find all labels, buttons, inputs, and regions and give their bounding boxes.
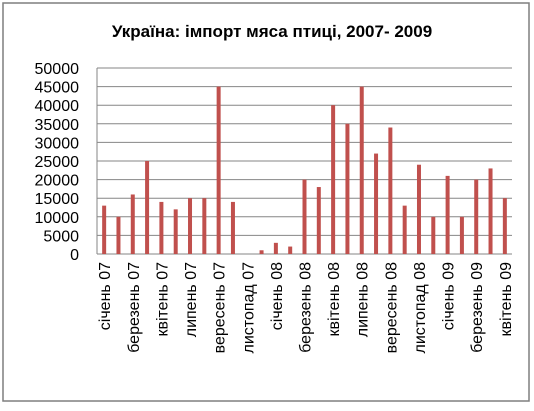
bar (159, 201, 164, 254)
bar (216, 86, 221, 254)
bar (102, 205, 107, 254)
x-tick-label: січень 09 (441, 262, 458, 330)
bar (316, 187, 321, 254)
x-tick-label: листопад 07 (240, 262, 257, 354)
chart-border (2, 2, 530, 402)
x-tick-label: січень 08 (269, 262, 286, 330)
x-tick-label: липень 08 (355, 262, 372, 337)
bar (459, 216, 464, 254)
bar (130, 194, 135, 254)
x-tick-label: липень 07 (183, 262, 200, 337)
y-tick-label: 25000 (35, 154, 80, 171)
y-tick-label: 0 (70, 247, 79, 264)
x-tick-label: квітень 09 (498, 262, 515, 337)
bar (188, 198, 193, 254)
x-tick-label: січень 07 (97, 262, 114, 330)
bar (145, 161, 150, 254)
bar (331, 105, 336, 254)
x-tick-label: вересень 08 (383, 262, 400, 353)
bar (273, 242, 278, 254)
chart-title: Україна: імпорт мяса птиці, 2007- 2009 (112, 22, 432, 41)
bar (488, 168, 493, 254)
x-tick-label: березень 08 (298, 262, 315, 353)
y-tick-label: 20000 (35, 173, 80, 190)
y-tick-label: 30000 (35, 135, 80, 152)
y-tick-label: 40000 (35, 98, 80, 115)
bar (173, 209, 178, 254)
bar (416, 164, 421, 254)
bar (230, 201, 235, 254)
x-tick-label: квітень 07 (154, 262, 171, 337)
y-tick-label: 5000 (43, 228, 79, 245)
x-tick-label: вересень 07 (212, 262, 229, 353)
bar (374, 153, 379, 254)
bar (502, 198, 507, 254)
y-tick-label: 45000 (35, 80, 80, 97)
bar (388, 127, 393, 254)
y-tick-label: 35000 (35, 117, 80, 134)
x-tick-label: квітень 08 (326, 262, 343, 337)
x-tick-label: березень 09 (469, 262, 486, 353)
bar (402, 205, 407, 254)
bar (474, 179, 479, 254)
bar (431, 216, 436, 254)
bar (259, 250, 264, 254)
y-tick-label: 50000 (35, 61, 80, 78)
bar (302, 179, 307, 254)
bar (288, 246, 293, 254)
bar (345, 123, 350, 254)
x-tick-label: березень 07 (126, 262, 143, 353)
bar (445, 175, 450, 254)
bar (116, 216, 121, 254)
y-tick-label: 10000 (35, 210, 80, 227)
bar (359, 86, 364, 254)
x-tick-label: листопад 08 (412, 262, 429, 354)
y-tick-label: 15000 (35, 191, 80, 208)
bar (202, 198, 207, 254)
